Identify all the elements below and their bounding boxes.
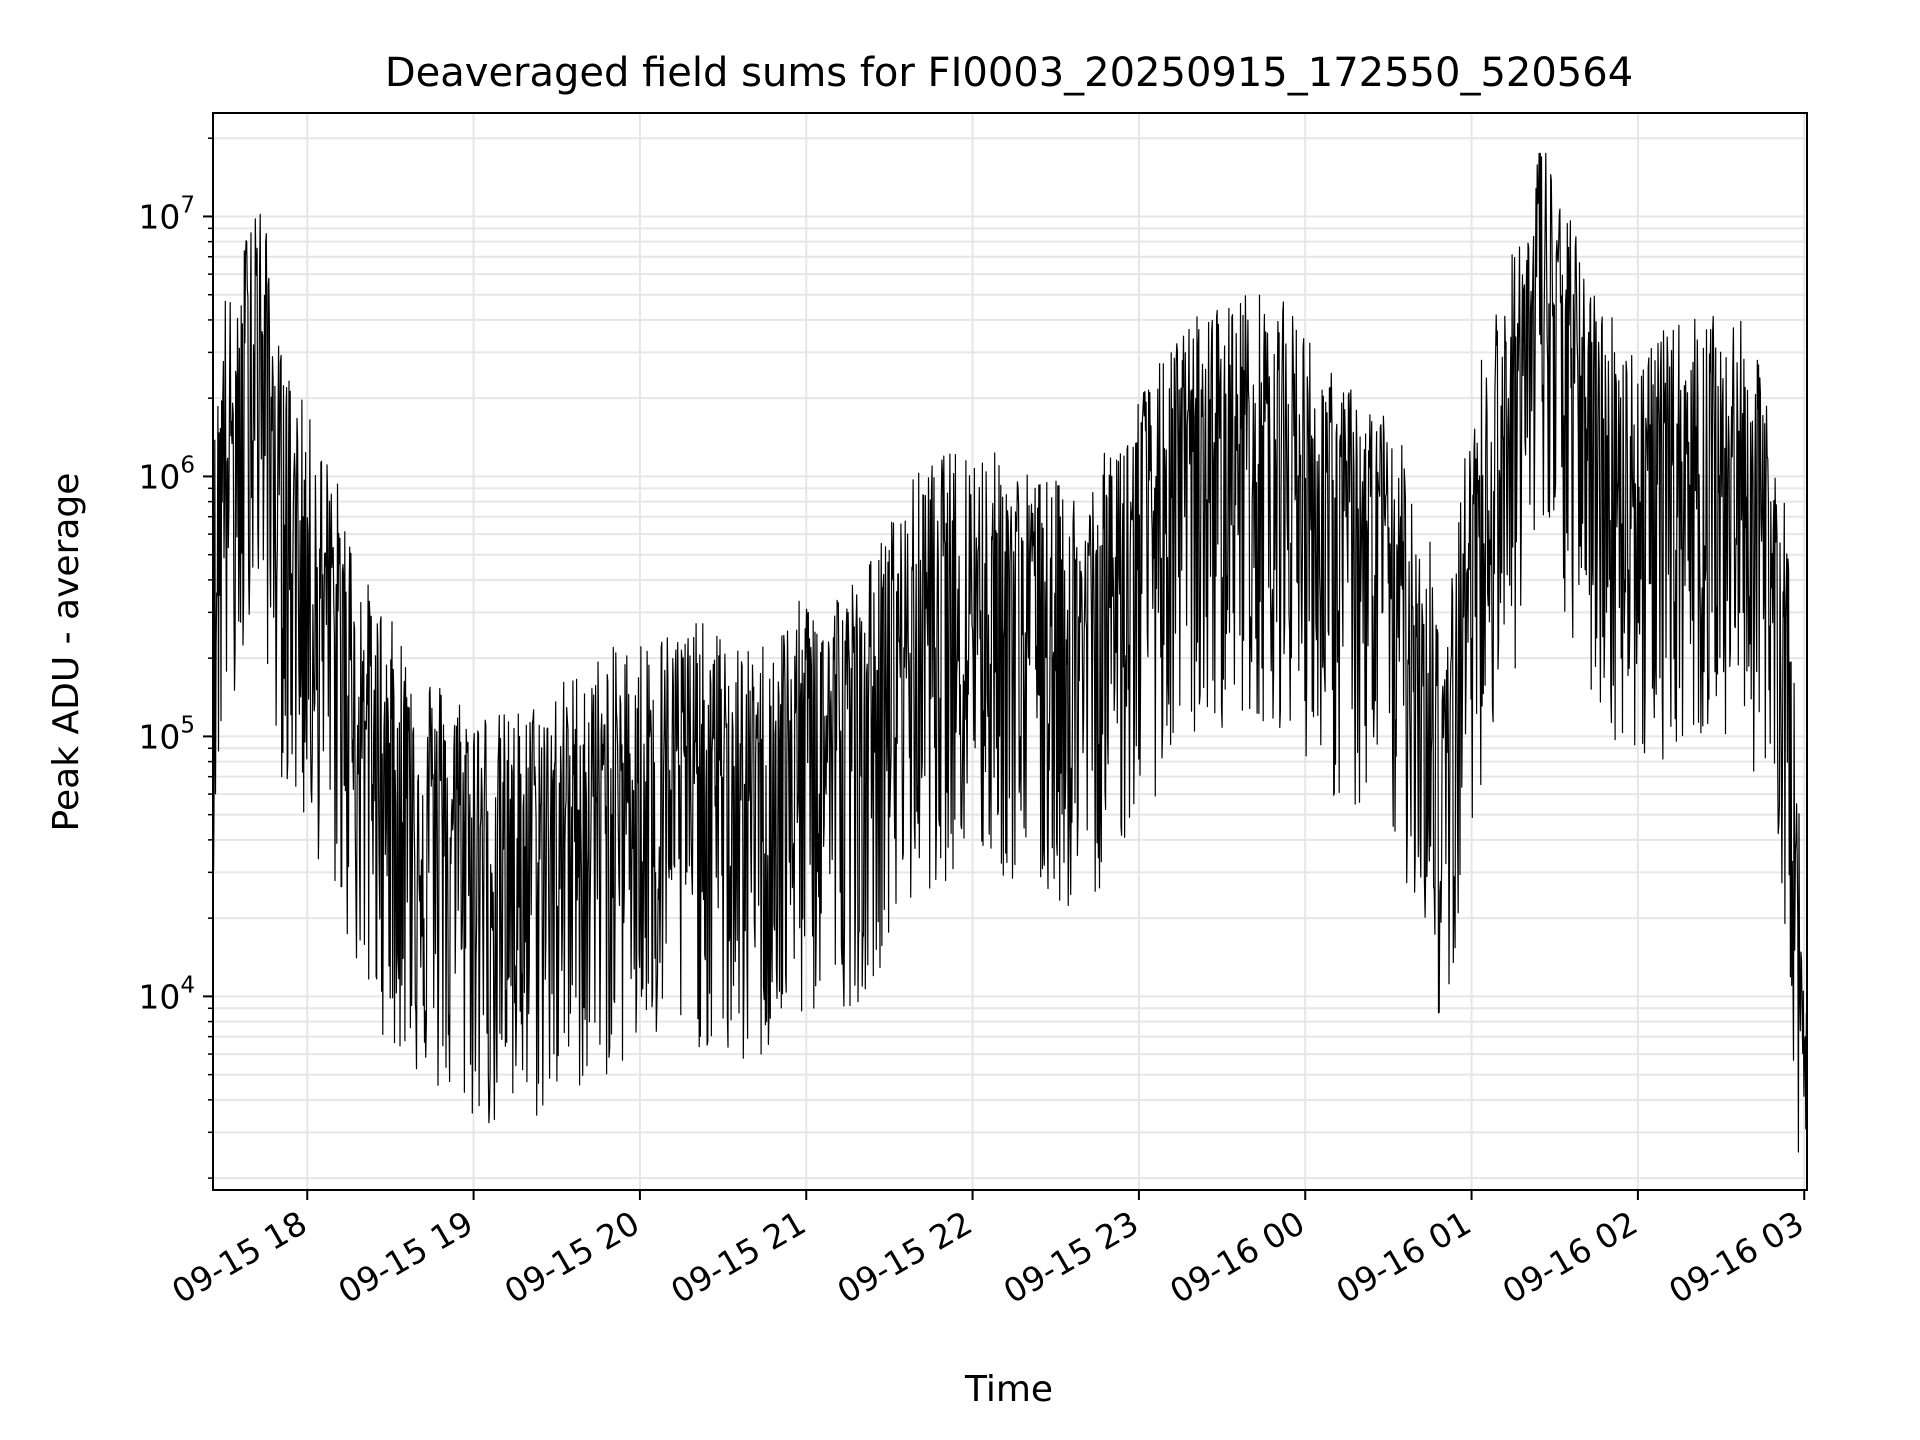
y-tick-label: 105 <box>138 712 195 756</box>
y-axis-label: Peak ADU - average <box>46 473 87 832</box>
x-axis-label: Time <box>964 1369 1053 1410</box>
plot-frame <box>212 112 1808 1191</box>
series-line <box>212 152 1808 1153</box>
chart-title: Deaveraged field sums for FI0003_2025091… <box>385 50 1633 96</box>
y-tick-label: 107 <box>138 192 195 236</box>
plot-data <box>212 152 1808 1153</box>
y-tick-label: 104 <box>138 972 195 1016</box>
y-tick-label: 106 <box>138 452 195 496</box>
y-axis: 104 105 106 107 <box>138 137 213 1179</box>
